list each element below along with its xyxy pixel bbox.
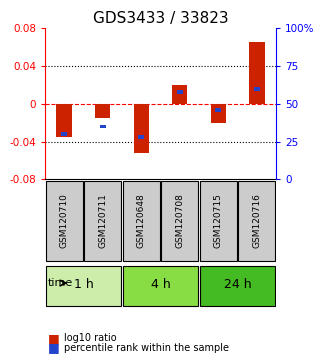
Text: percentile rank within the sample: percentile rank within the sample	[64, 343, 229, 353]
FancyBboxPatch shape	[200, 181, 237, 261]
Bar	[138, 135, 144, 139]
FancyBboxPatch shape	[238, 181, 275, 261]
Text: 4 h: 4 h	[151, 278, 170, 291]
Text: GSM120711: GSM120711	[98, 194, 107, 249]
Text: GSM120648: GSM120648	[137, 194, 146, 249]
Bar	[61, 132, 67, 136]
Bar	[95, 104, 110, 118]
Text: time: time	[47, 278, 73, 288]
FancyBboxPatch shape	[161, 181, 198, 261]
Bar	[211, 104, 226, 123]
Bar	[215, 108, 221, 112]
Bar	[100, 125, 106, 129]
Bar	[177, 90, 183, 94]
Text: GSM120715: GSM120715	[214, 194, 223, 249]
Text: ■: ■	[48, 332, 60, 344]
Text: 1 h: 1 h	[74, 278, 93, 291]
Text: GSM120710: GSM120710	[60, 194, 69, 249]
Bar	[249, 42, 265, 104]
Text: GSM120708: GSM120708	[175, 194, 184, 249]
Bar	[56, 104, 72, 137]
FancyBboxPatch shape	[123, 181, 160, 261]
FancyBboxPatch shape	[200, 266, 275, 306]
FancyBboxPatch shape	[84, 181, 121, 261]
Bar	[134, 104, 149, 153]
FancyBboxPatch shape	[46, 181, 83, 261]
FancyBboxPatch shape	[46, 266, 121, 306]
Title: GDS3433 / 33823: GDS3433 / 33823	[93, 11, 228, 26]
Bar	[254, 87, 260, 91]
Text: GSM120716: GSM120716	[252, 194, 261, 249]
FancyBboxPatch shape	[123, 266, 198, 306]
Text: ■: ■	[48, 341, 60, 354]
Text: 24 h: 24 h	[224, 278, 251, 291]
Text: log10 ratio: log10 ratio	[64, 333, 117, 343]
Bar	[172, 85, 187, 104]
